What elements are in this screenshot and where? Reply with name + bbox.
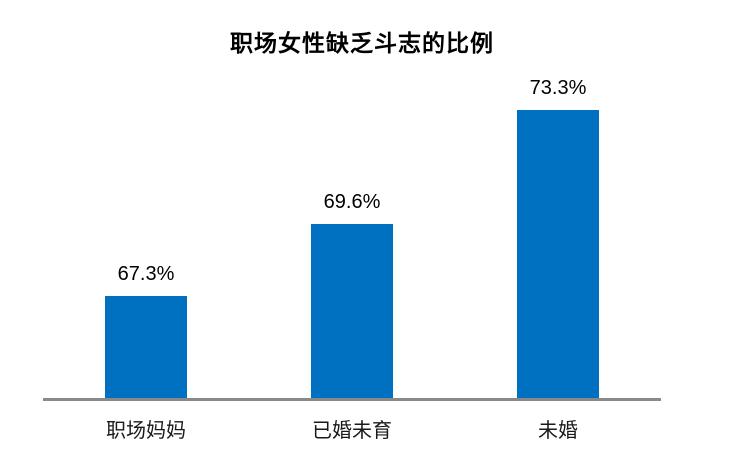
- bar-value-label: 69.6%: [323, 191, 381, 213]
- bar-value-label: 73.3%: [529, 77, 587, 99]
- bar: [311, 224, 393, 398]
- bar: [105, 296, 187, 398]
- category-label: 未婚: [538, 420, 578, 442]
- chart-title: 职场女性缺乏斗志的比例: [230, 30, 494, 56]
- bar-slot: 73.3% 未婚: [455, 0, 661, 459]
- bar-slot: 67.3% 职场妈妈: [43, 0, 249, 459]
- bar: [517, 110, 599, 398]
- x-axis-line: [43, 398, 661, 401]
- bar-slot: 69.6% 已婚未育: [249, 0, 455, 459]
- plot-area: 67.3% 职场妈妈 69.6% 已婚未育 73.3% 未婚: [43, 0, 661, 459]
- category-label: 已婚未育: [312, 420, 392, 442]
- category-label: 职场妈妈: [106, 420, 186, 442]
- bar-value-label: 67.3%: [117, 263, 175, 285]
